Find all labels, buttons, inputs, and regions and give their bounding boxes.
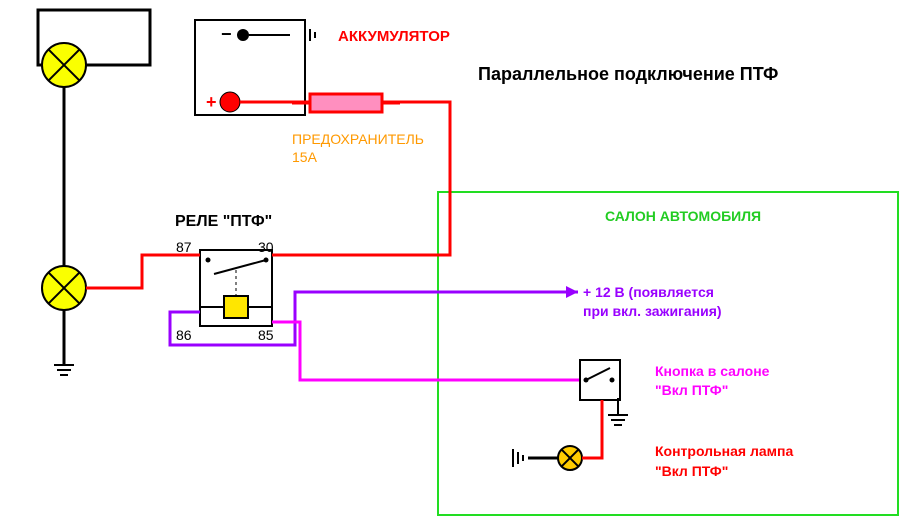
svg-text:+: +: [206, 92, 217, 112]
title: Параллельное подключение ПТФ: [478, 64, 778, 85]
pin87: 87: [176, 239, 192, 255]
ind_line1: Контрольная лампа: [655, 443, 793, 459]
switch_line1: Кнопка в салоне: [655, 363, 769, 379]
fuse_label2: 15А: [292, 149, 317, 165]
svg-text:−: −: [221, 24, 232, 44]
pin30: 30: [258, 239, 274, 255]
ign_line1: + 12 В (появляется: [583, 284, 714, 300]
ign_line2: при вкл. зажигания): [583, 303, 722, 319]
pin86: 86: [176, 327, 192, 343]
pin85: 85: [258, 327, 274, 343]
switch_line2: "Вкл ПТФ": [655, 382, 728, 398]
fuse_label1: ПРЕДОХРАНИТЕЛЬ: [292, 131, 424, 147]
ind_line2: "Вкл ПТФ": [655, 463, 728, 479]
battery_label: АККУМУЛЯТОР: [338, 28, 450, 45]
cabin_label: САЛОН АВТОМОБИЛЯ: [605, 208, 761, 224]
relay_label: РЕЛЕ "ПТФ": [175, 213, 272, 231]
